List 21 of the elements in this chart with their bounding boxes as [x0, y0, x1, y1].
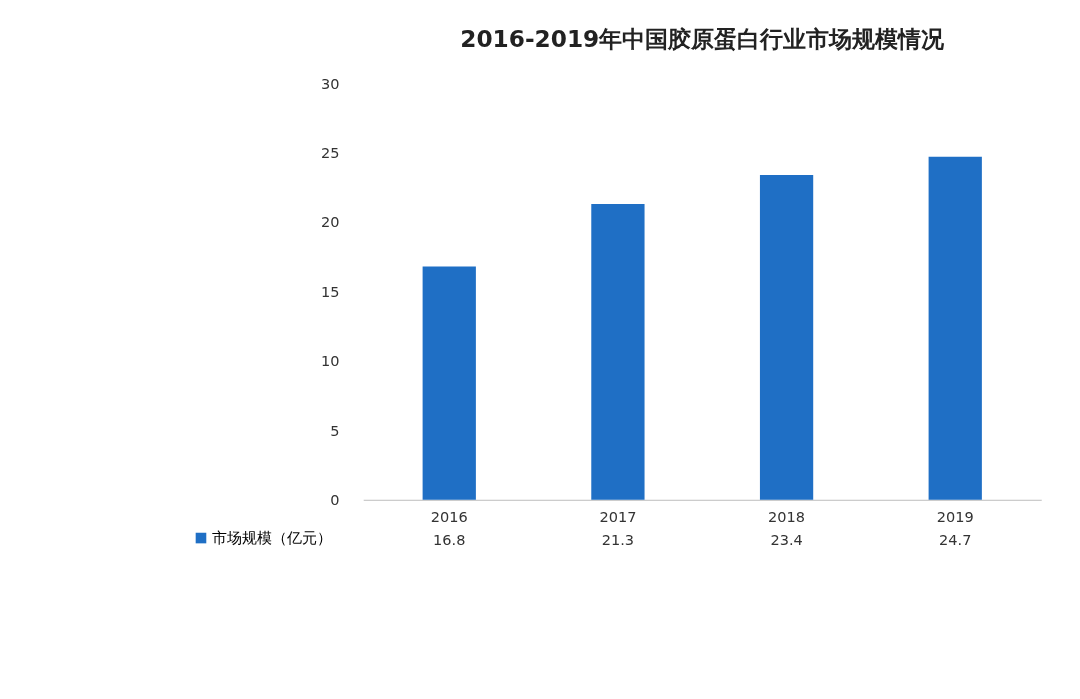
bar: [759, 174, 814, 500]
data-label: 24.7: [939, 532, 972, 549]
bar: [928, 156, 982, 500]
legend-label: 市场规模（亿元）: [212, 529, 333, 546]
bar: [591, 204, 645, 500]
x-tick-label: 2017: [599, 508, 637, 525]
data-label: 16.8: [433, 532, 466, 549]
y-tick-label: 0: [330, 492, 340, 509]
y-tick-label: 25: [321, 145, 340, 162]
y-tick-label: 5: [330, 422, 340, 439]
data-label: 21.3: [601, 532, 635, 549]
y-tick-label: 10: [321, 353, 340, 370]
bar: [422, 266, 476, 500]
y-tick-label: 15: [321, 283, 340, 300]
x-tick-label: 2019: [936, 508, 974, 525]
chart-title: 2016-2019年中国胶原蛋白行业市场规模情况: [460, 25, 946, 53]
x-tick-label: 2018: [768, 508, 806, 525]
x-tick-label: 2016: [430, 508, 468, 525]
y-tick-label: 30: [321, 75, 340, 92]
data-label: 23.4: [770, 532, 803, 549]
y-tick-label: 20: [321, 214, 340, 231]
